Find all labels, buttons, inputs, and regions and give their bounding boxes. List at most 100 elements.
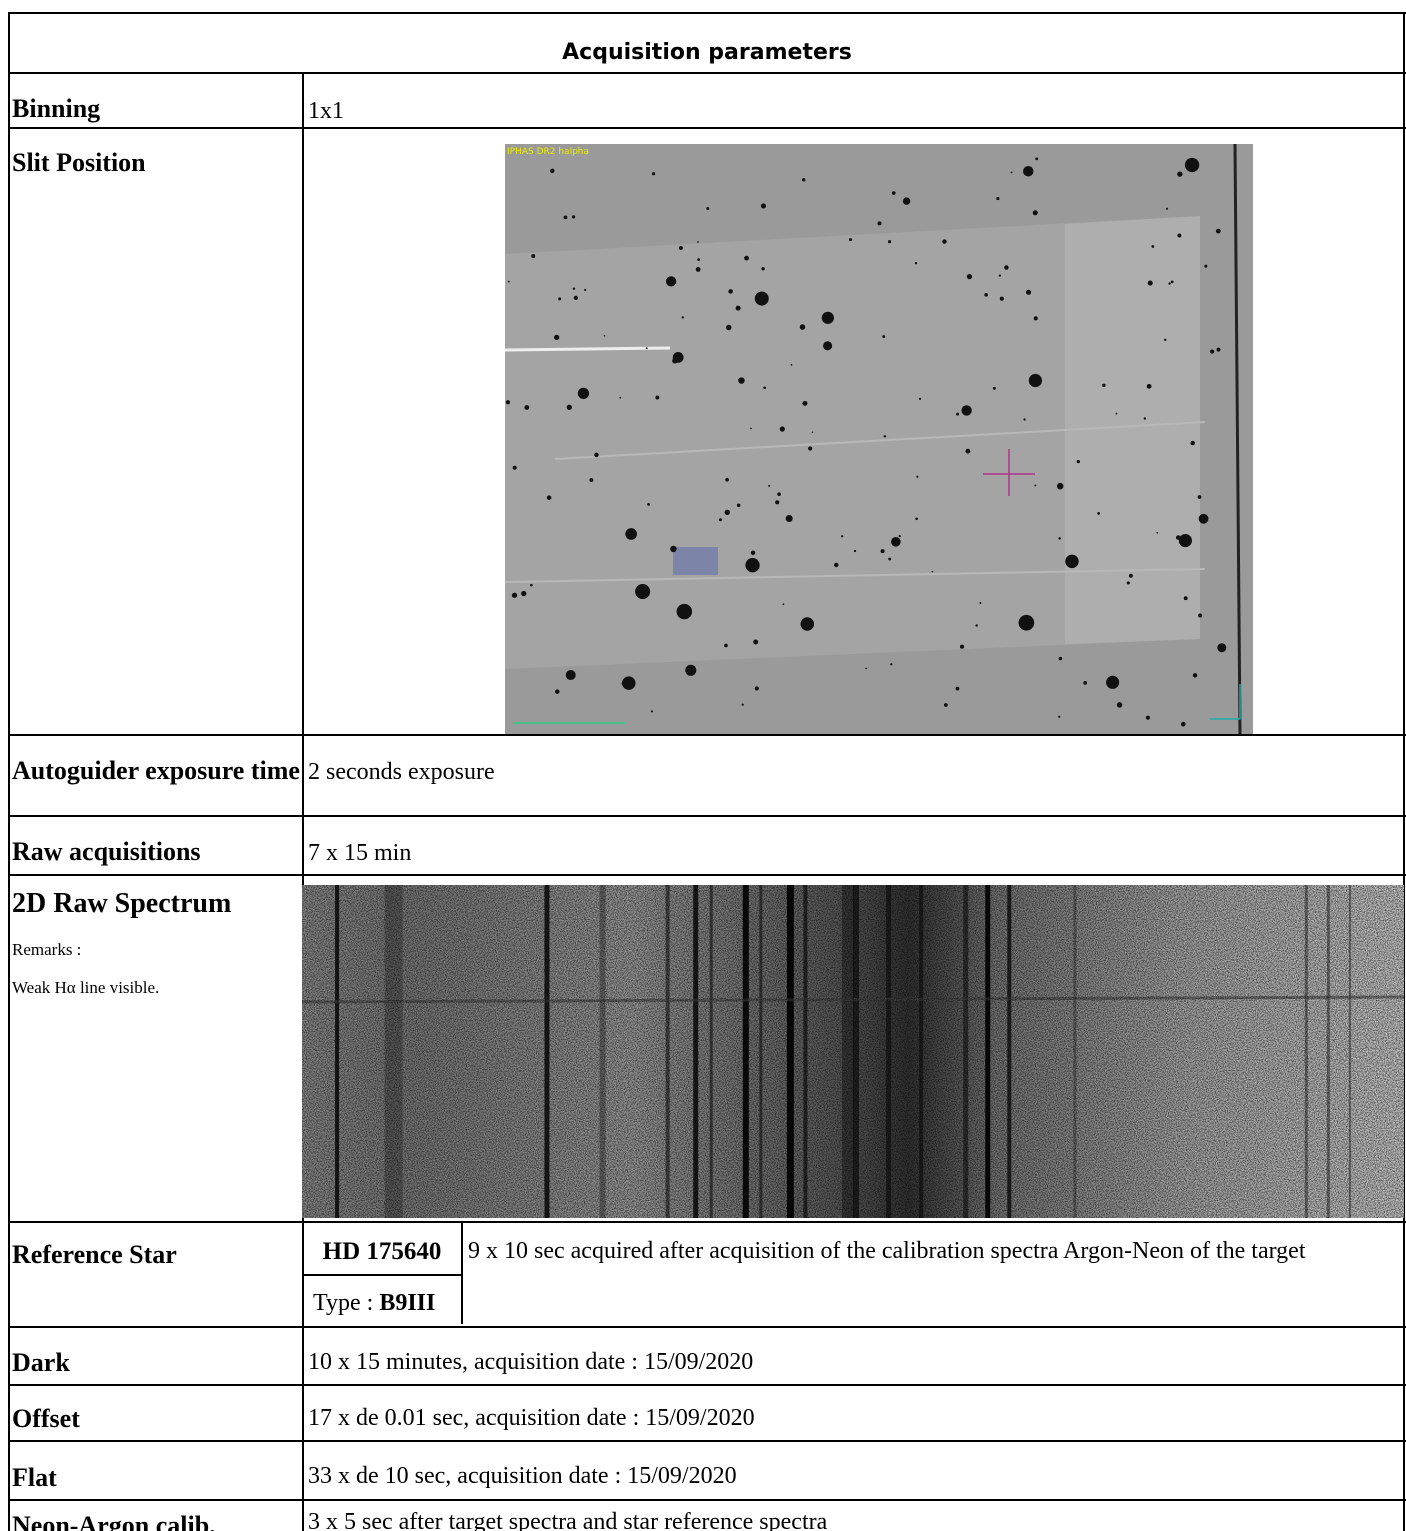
star (577, 387, 590, 400)
star (724, 509, 730, 515)
star (584, 288, 587, 292)
rule (8, 874, 1406, 876)
star (1056, 482, 1064, 490)
star (998, 274, 1002, 277)
row-label: Neon-Argon calib. (12, 1511, 216, 1531)
star (1143, 417, 1147, 420)
star (1097, 512, 1101, 515)
star (916, 475, 919, 478)
star (566, 404, 572, 410)
star (984, 293, 988, 297)
star (1023, 418, 1026, 421)
star (931, 570, 934, 573)
star (891, 191, 896, 195)
star (1004, 265, 1009, 270)
star (849, 238, 853, 242)
star (777, 492, 781, 497)
star (888, 557, 892, 561)
star-box (303, 1222, 463, 1324)
star (530, 583, 533, 587)
star (1215, 228, 1221, 234)
row-value: 9 x 10 sec acquired after acquisition of… (468, 1238, 1306, 1264)
star (635, 583, 651, 600)
star (961, 405, 972, 416)
star (550, 168, 555, 174)
star (914, 262, 918, 265)
star (841, 535, 844, 538)
star (741, 703, 744, 706)
star (955, 686, 960, 691)
star (1184, 157, 1200, 173)
star (650, 710, 654, 713)
star (750, 550, 756, 556)
star (736, 503, 741, 508)
star (1164, 338, 1167, 342)
star (531, 254, 536, 258)
remarks-label: Remarks : (12, 940, 82, 959)
star (655, 395, 660, 400)
star (1018, 614, 1035, 631)
rule (8, 1499, 1406, 1501)
star (761, 267, 765, 271)
star (1151, 245, 1155, 248)
star (979, 602, 982, 604)
remarks: Weak Hα line visible. (12, 978, 160, 997)
row-label: Raw acquisitions (12, 837, 201, 866)
star (800, 617, 815, 631)
star (619, 396, 622, 399)
type-value: B9III (379, 1290, 436, 1316)
star (753, 639, 759, 645)
star (1065, 554, 1079, 569)
star (672, 351, 684, 363)
rule (8, 72, 1406, 74)
star (1058, 656, 1063, 661)
star (811, 431, 814, 434)
star (1177, 171, 1183, 177)
star (779, 426, 785, 432)
star (1076, 460, 1080, 464)
star (760, 203, 767, 209)
star (853, 549, 857, 553)
star (1217, 643, 1227, 653)
star (918, 397, 922, 400)
star (823, 341, 833, 351)
star (902, 197, 911, 205)
star (1083, 680, 1088, 685)
rule (8, 12, 10, 1531)
star (571, 215, 576, 219)
star (625, 528, 637, 540)
star (1028, 373, 1042, 388)
star-name: HD 175640 (322, 1238, 442, 1265)
rule (8, 734, 1406, 736)
row-label: Autoguider exposure time (12, 756, 300, 785)
rule (302, 73, 304, 1531)
star (782, 603, 785, 606)
rule (8, 815, 1406, 817)
row-label: Slit Position (12, 148, 146, 177)
row-label: Binning (12, 94, 101, 123)
star (942, 239, 947, 244)
star (1178, 533, 1192, 548)
star (785, 514, 793, 523)
star (594, 452, 599, 458)
star (554, 334, 560, 341)
star (1147, 280, 1153, 286)
star (891, 537, 901, 547)
star (1210, 349, 1215, 354)
star (1170, 280, 1174, 284)
star (1146, 383, 1152, 389)
star (524, 405, 530, 410)
star (965, 448, 971, 454)
star (697, 241, 699, 243)
row-label: 2D Raw Spectrum (12, 888, 232, 919)
star (744, 255, 749, 261)
star (706, 207, 710, 211)
star (996, 196, 1000, 201)
star (1180, 721, 1186, 727)
table-title: Acquisition parameters (562, 40, 852, 65)
star (1115, 412, 1118, 415)
star (676, 603, 693, 620)
rule (1403, 12, 1405, 1531)
row-label: Flat (12, 1463, 57, 1492)
